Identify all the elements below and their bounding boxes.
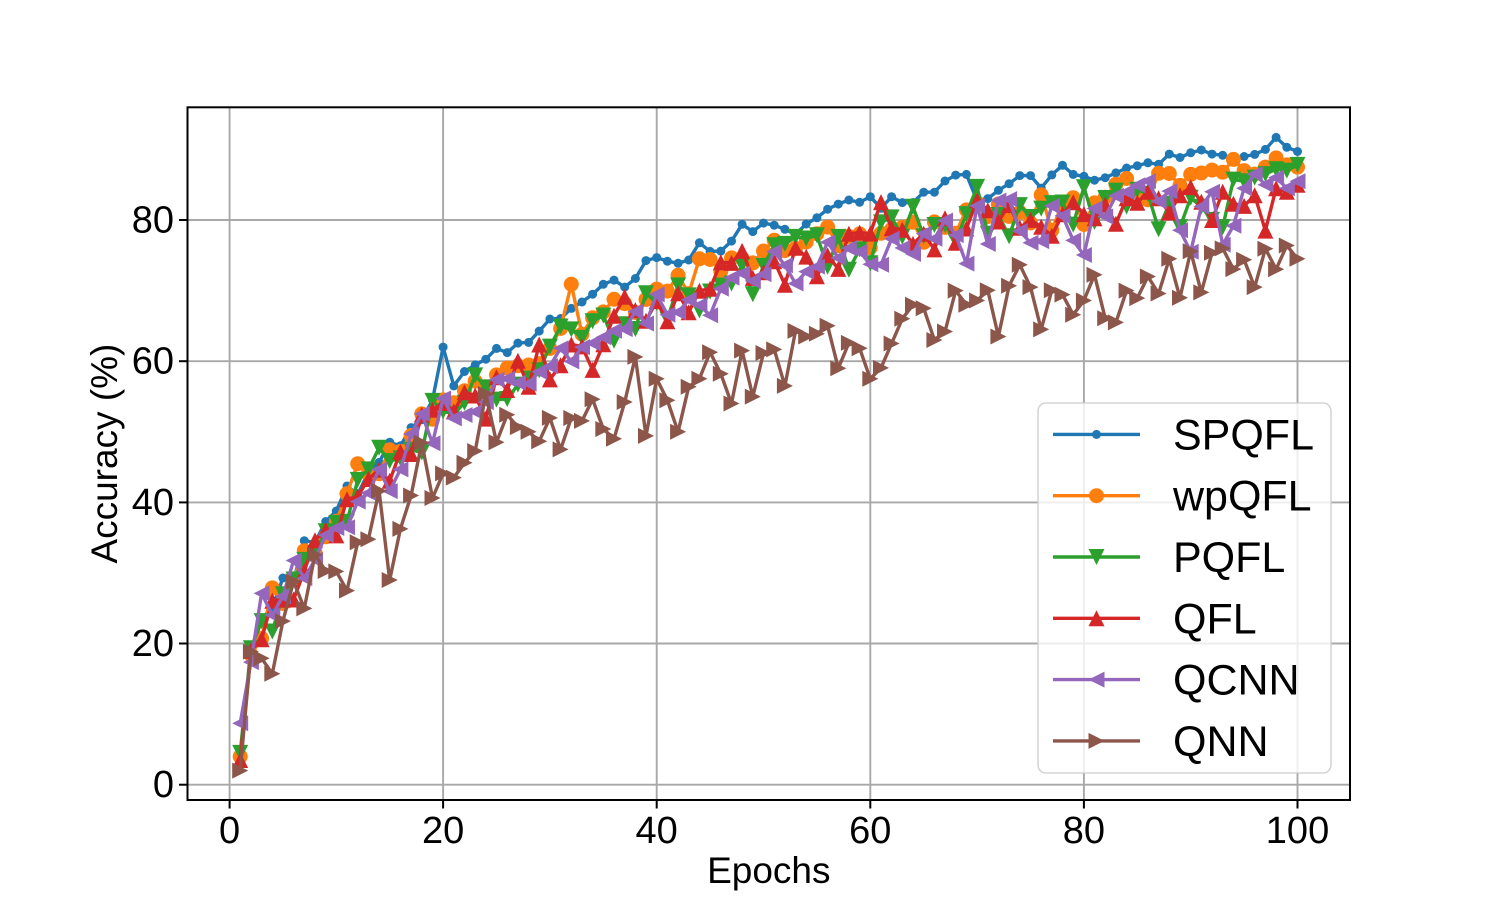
svg-text:100: 100: [1266, 810, 1329, 852]
svg-text:Epochs: Epochs: [707, 850, 830, 891]
svg-text:wpQFL: wpQFL: [1172, 473, 1312, 521]
svg-text:60: 60: [132, 341, 174, 383]
svg-text:60: 60: [849, 810, 891, 852]
svg-text:PQFL: PQFL: [1173, 534, 1285, 582]
svg-text:40: 40: [132, 482, 174, 524]
svg-text:20: 20: [132, 623, 174, 665]
svg-text:Accuracy (%): Accuracy (%): [84, 344, 125, 564]
svg-text:QFL: QFL: [1173, 595, 1257, 643]
svg-text:SPQFL: SPQFL: [1173, 411, 1314, 459]
svg-text:20: 20: [422, 810, 464, 852]
svg-text:QCNN: QCNN: [1173, 657, 1300, 705]
svg-text:80: 80: [1063, 810, 1105, 852]
svg-text:40: 40: [636, 810, 678, 852]
svg-text:0: 0: [153, 764, 174, 806]
svg-text:80: 80: [132, 200, 174, 242]
svg-text:0: 0: [219, 810, 240, 852]
svg-text:QNN: QNN: [1173, 718, 1269, 766]
